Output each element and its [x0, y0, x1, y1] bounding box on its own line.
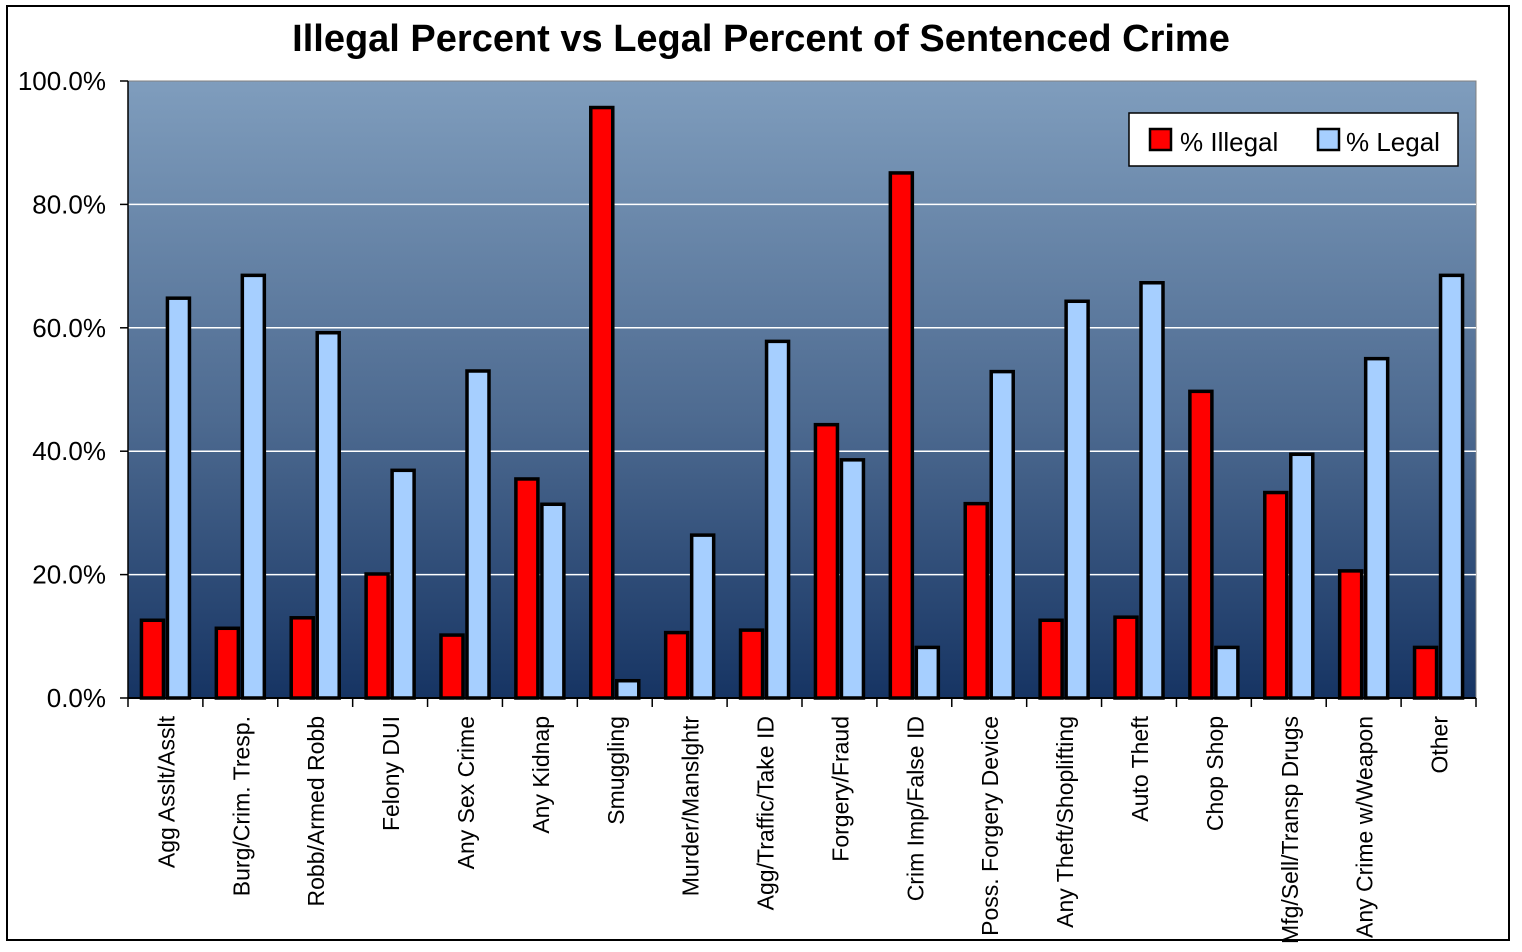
bar-illegal	[813, 422, 840, 700]
bar-illegal	[1038, 618, 1064, 700]
y-tick-label: 80.0%	[32, 189, 106, 219]
x-tick-label: Auto Theft	[1127, 715, 1153, 821]
bar-illegal	[514, 477, 540, 700]
x-tick-label: Mfg/Sell/Transp Drugs	[1277, 716, 1303, 944]
x-tick-label: Poss. Forgery Device	[977, 716, 1003, 936]
bar-illegal	[1263, 490, 1289, 700]
x-tick-label: Agg Asslt/Asslt	[153, 715, 179, 868]
bar-illegal	[139, 618, 166, 700]
bar-legal	[240, 273, 267, 700]
bar-legal	[1363, 356, 1390, 700]
x-tick-label: Other	[1427, 716, 1453, 774]
legend-swatch-legal	[1316, 127, 1341, 152]
bar-illegal	[364, 572, 390, 700]
y-tick-label: 100.0%	[18, 66, 106, 96]
bar-illegal	[289, 616, 315, 700]
bar-illegal	[1412, 645, 1439, 700]
bar-legal	[1139, 281, 1165, 700]
bar-legal	[914, 645, 941, 700]
bar-legal	[390, 468, 416, 700]
bar-illegal	[1113, 615, 1139, 700]
bar-illegal	[214, 626, 241, 700]
bar-illegal	[1188, 389, 1214, 700]
y-tick-label: 60.0%	[32, 313, 106, 343]
bar-legal	[1289, 452, 1315, 700]
x-tick-label: Felony DUI	[378, 716, 404, 831]
bar-legal	[989, 369, 1015, 700]
bar-legal	[165, 296, 192, 700]
bar-illegal	[963, 501, 989, 700]
legend-label-legal: % Legal	[1346, 127, 1440, 157]
x-tick-label: Burg/Crim. Tresp.	[228, 716, 254, 896]
bar-illegal	[738, 628, 765, 700]
plot-area	[127, 80, 1477, 699]
axes	[120, 80, 1477, 707]
bars	[139, 105, 1465, 700]
legend-swatch-illegal	[1148, 127, 1173, 152]
bar-legal	[615, 678, 641, 700]
bar-legal	[315, 330, 341, 700]
bar-illegal	[589, 105, 615, 700]
x-tick-label: Chop Shop	[1202, 716, 1228, 831]
bar-legal	[689, 533, 716, 700]
bar-legal	[1214, 645, 1240, 700]
x-tick-label: Any Crime w/Weapon	[1352, 716, 1378, 938]
x-tick-label: Agg/Traffic/Take ID	[753, 716, 779, 910]
bar-legal	[764, 339, 791, 700]
bar-illegal	[663, 630, 690, 700]
x-tick-label: Forgery/Fraud	[827, 716, 853, 862]
y-tick-label: 40.0%	[32, 436, 106, 466]
x-tick-label: Smuggling	[603, 716, 629, 825]
x-tick-label: Crim Imp/False ID	[902, 716, 928, 901]
x-tick-label: Any Theft/Shoplifting	[1052, 716, 1078, 928]
legend: % Illegal % Legal	[1128, 112, 1459, 167]
bar-legal	[839, 458, 866, 700]
grid-lines	[128, 203, 1476, 576]
bar-illegal	[888, 171, 915, 700]
chart-title: Illegal Percent vs Legal Percent of Sent…	[292, 18, 1230, 60]
y-tick-label: 20.0%	[32, 560, 106, 590]
x-tick-label: Murder/Manslghtr	[678, 716, 704, 897]
x-tick-label: Robb/Armed Robb	[303, 716, 329, 907]
x-tick-labels: Agg Asslt/Asslt Burg/Crim. Tresp. Robb/Arm…	[153, 715, 1452, 944]
bar-legal	[1438, 273, 1465, 700]
bar-legal	[540, 502, 566, 700]
legend-label-illegal: % Illegal	[1180, 127, 1278, 157]
y-tick-label: 0.0%	[47, 683, 106, 713]
x-tick-label: Any Kidnap	[528, 716, 554, 834]
bar-illegal	[439, 633, 465, 700]
bar-illegal	[1337, 569, 1364, 700]
legend-box	[1128, 112, 1459, 167]
y-tick-labels: 0.0% 20.0% 40.0% 60.0% 80.0% 100.0%	[18, 66, 106, 713]
x-tick-label: Any Sex Crime	[453, 716, 479, 869]
bar-legal	[465, 369, 491, 700]
bar-legal	[1064, 299, 1090, 700]
